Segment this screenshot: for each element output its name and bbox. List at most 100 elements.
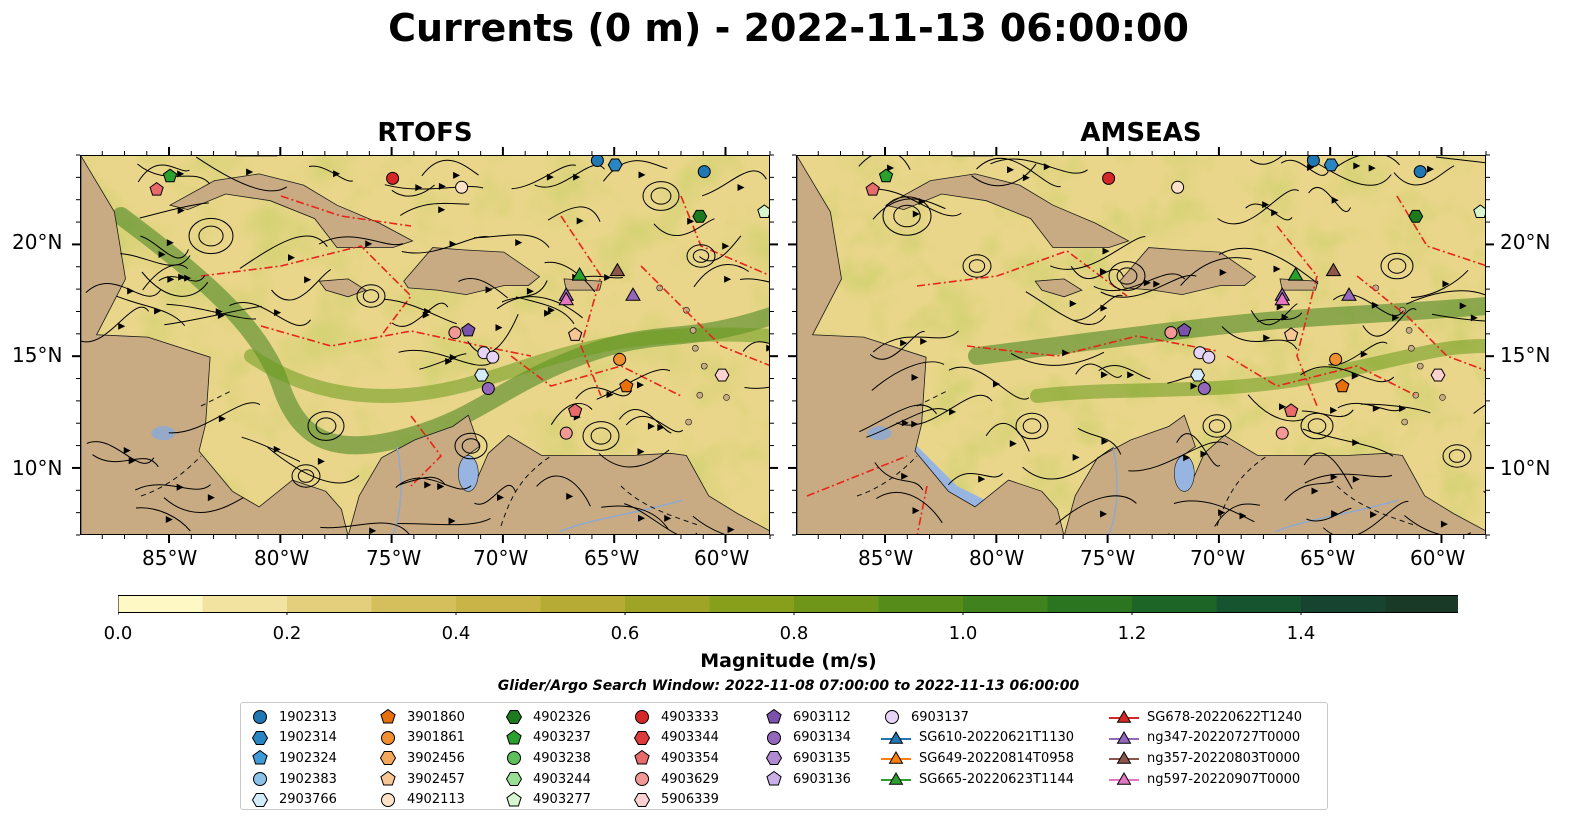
legend-item: 4903238 bbox=[503, 748, 591, 769]
legend-marker[interactable] bbox=[253, 772, 267, 787]
legend-marker[interactable] bbox=[380, 709, 396, 724]
platform-marker-6[interactable] bbox=[1284, 327, 1299, 341]
platform-marker-10[interactable] bbox=[757, 204, 770, 218]
platform-marker-17[interactable] bbox=[481, 381, 495, 395]
legend-marker[interactable] bbox=[253, 710, 267, 725]
legend-label: 4903354 bbox=[661, 750, 719, 766]
legend-marker[interactable] bbox=[888, 751, 904, 765]
platform-marker-8[interactable] bbox=[162, 168, 178, 183]
platform-marker-21[interactable] bbox=[571, 267, 588, 281]
lat-label-15n-left: 15°N bbox=[12, 343, 63, 367]
legend-marker[interactable] bbox=[635, 772, 649, 787]
platform-marker-2[interactable] bbox=[1323, 158, 1339, 172]
legend-marker[interactable] bbox=[505, 772, 523, 787]
streamline bbox=[395, 477, 472, 490]
streamline-arrow bbox=[217, 311, 225, 319]
legend-marker[interactable] bbox=[252, 750, 268, 765]
platform-marker-1[interactable] bbox=[697, 165, 711, 179]
platform-marker-4[interactable] bbox=[1329, 352, 1343, 366]
platform-marker-7[interactable] bbox=[455, 180, 469, 194]
platform-marker-10[interactable] bbox=[1473, 204, 1486, 218]
platform-marker-21[interactable] bbox=[1287, 267, 1304, 281]
platform-marker-18[interactable] bbox=[448, 326, 462, 340]
platform-marker-9[interactable] bbox=[1408, 209, 1424, 223]
platform-marker-20[interactable] bbox=[486, 350, 500, 364]
legend-label: ng357-20220803T0000 bbox=[1147, 750, 1301, 766]
platform-marker-20[interactable] bbox=[1202, 350, 1216, 364]
platform-marker-16[interactable] bbox=[461, 322, 476, 337]
platform-marker-15[interactable] bbox=[714, 368, 730, 382]
colorbar-segment bbox=[963, 595, 1048, 613]
legend-marker[interactable] bbox=[766, 709, 782, 724]
legend-marker[interactable] bbox=[635, 710, 649, 725]
eez-boundary bbox=[410, 415, 443, 487]
platform-marker-22[interactable] bbox=[609, 262, 626, 277]
legend-marker[interactable] bbox=[1116, 710, 1132, 723]
legend-marker[interactable] bbox=[767, 730, 781, 745]
platform-marker-6[interactable] bbox=[568, 327, 583, 341]
legend-marker[interactable] bbox=[1116, 751, 1132, 765]
legend-marker[interactable] bbox=[251, 792, 269, 807]
platform-marker-25[interactable] bbox=[558, 291, 575, 306]
platform-marker-17[interactable] bbox=[1197, 381, 1211, 395]
platform-marker-12[interactable] bbox=[865, 181, 880, 196]
platform-marker-5[interactable] bbox=[1335, 378, 1350, 393]
map-rtofs[interactable] bbox=[80, 155, 770, 535]
platform-marker-11[interactable] bbox=[386, 171, 400, 185]
legend-marker[interactable] bbox=[379, 751, 397, 766]
platform-marker-16[interactable] bbox=[1177, 322, 1192, 337]
legend-marker[interactable] bbox=[1116, 730, 1132, 744]
legend-marker[interactable] bbox=[888, 730, 904, 744]
platform-marker-12[interactable] bbox=[149, 181, 164, 196]
legend-marker[interactable] bbox=[888, 772, 904, 785]
platform-marker-14[interactable] bbox=[1275, 426, 1289, 440]
platform-marker-0[interactable] bbox=[590, 156, 604, 167]
platform-marker-11[interactable] bbox=[1102, 171, 1116, 185]
legend-marker[interactable] bbox=[885, 710, 899, 725]
legend-marker[interactable] bbox=[506, 729, 522, 745]
legend-marker[interactable] bbox=[765, 751, 783, 766]
platform-marker-13[interactable] bbox=[1284, 403, 1299, 417]
platform-marker-18[interactable] bbox=[1164, 326, 1178, 340]
platform-marker-22[interactable] bbox=[1325, 262, 1342, 277]
legend-marker[interactable] bbox=[507, 751, 521, 766]
legend-marker[interactable] bbox=[380, 770, 396, 786]
legend-marker[interactable] bbox=[506, 791, 522, 807]
platform-marker-3[interactable] bbox=[1190, 368, 1206, 382]
platform-marker-13[interactable] bbox=[568, 403, 583, 417]
legend-marker[interactable] bbox=[381, 792, 395, 807]
platform-marker-1[interactable] bbox=[1413, 165, 1427, 179]
platform-marker-9[interactable] bbox=[692, 209, 708, 223]
platform-marker-2[interactable] bbox=[607, 158, 623, 172]
streamline-arrow bbox=[438, 206, 446, 214]
streamline-arrow bbox=[177, 170, 185, 178]
streamline-arrow bbox=[901, 419, 909, 427]
legend-marker[interactable] bbox=[633, 730, 651, 745]
legend-marker[interactable] bbox=[251, 730, 269, 745]
legend-marker[interactable] bbox=[633, 792, 651, 807]
legend-marker[interactable] bbox=[505, 710, 523, 725]
platform-marker-8[interactable] bbox=[878, 168, 894, 183]
platform-marker-23[interactable] bbox=[1341, 287, 1357, 301]
platform-marker-15[interactable] bbox=[1430, 368, 1446, 382]
colorbar-tick-3: 0.6 bbox=[610, 623, 640, 644]
platform-marker-14[interactable] bbox=[559, 426, 573, 440]
platform-marker-4[interactable] bbox=[613, 352, 627, 366]
platform-marker-3[interactable] bbox=[474, 368, 490, 382]
legend-item: 6903136 bbox=[763, 769, 851, 790]
streamline bbox=[1070, 266, 1124, 280]
map-amseas[interactable] bbox=[796, 155, 1486, 535]
platform-marker-7[interactable] bbox=[1171, 180, 1185, 194]
platform-marker-25[interactable] bbox=[1274, 291, 1291, 306]
legend-marker[interactable] bbox=[766, 770, 782, 786]
legend-item: ng357-20220803T0000 bbox=[1109, 748, 1302, 769]
legend-marker[interactable] bbox=[381, 730, 395, 745]
legend-marker[interactable] bbox=[634, 750, 650, 765]
legend-marker[interactable] bbox=[1116, 772, 1132, 785]
platform-marker-23[interactable] bbox=[625, 287, 641, 301]
legend-column-6: SG678-20220622T1240 ng347-20220727T0000 ng… bbox=[1109, 707, 1302, 789]
platform-marker-0[interactable] bbox=[1306, 156, 1320, 167]
lat-label-20n-left: 20°N bbox=[12, 230, 63, 254]
streamline bbox=[544, 261, 596, 293]
platform-marker-5[interactable] bbox=[619, 378, 634, 393]
